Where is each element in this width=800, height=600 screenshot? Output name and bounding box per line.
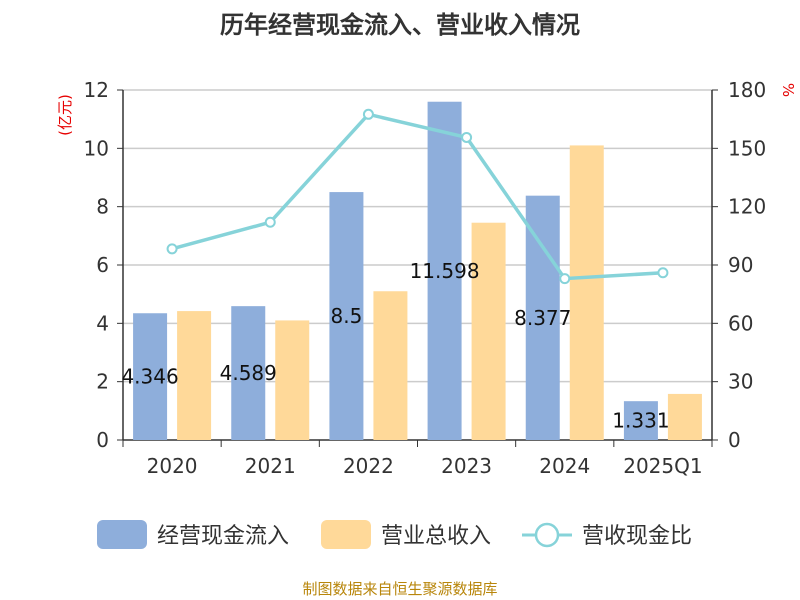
ratio-point [657,267,669,279]
legend-label: 营收现金比 [582,524,692,549]
bar-revenue [373,291,408,440]
ratio-line-path [171,112,664,281]
bar-cash-inflow [133,313,168,440]
bars [133,101,702,440]
bar-cash-inflow [231,306,266,440]
bar-revenue [471,222,506,440]
ratio-point [264,216,276,228]
y-left-axis-label: (亿元) [56,94,74,136]
y-left-tick-label: 10 [84,136,109,160]
data-labels: 4.346 4.589 8.5 11.598 8.377 1.331 [121,259,669,433]
x-tick-label: 2023 [441,454,492,478]
data-label: 4.589 [220,361,277,385]
x-tick-label: 2022 [343,454,394,478]
bar-revenue [667,393,702,440]
legend-swatch [97,520,147,549]
ratio-point [362,108,374,120]
y-left-tick-label: 2 [96,370,109,394]
y-left-tick-label: 8 [96,195,109,219]
chart-title: 历年经营现金流入、营业收入情况 [220,11,580,39]
y-left-tick-label: 4 [96,311,109,335]
y-right-tick-label: 150 [728,136,766,160]
x-tick-label: 2025Q1 [623,454,702,478]
y-right-tick-label: 180 [728,78,766,102]
x-tick-label: 2020 [147,454,198,478]
y-right-tick-label: 60 [728,311,753,335]
bar-revenue [569,145,604,440]
legend-marker [534,522,560,548]
ratio-point [461,131,473,143]
grid-lines [123,89,712,383]
y-right-tick-label: 0 [728,428,741,452]
legend-label: 营业总收入 [381,524,491,549]
x-tick-label: 2021 [245,454,296,478]
bar-revenue [177,311,212,440]
data-label: 8.5 [331,304,363,328]
legend-swatch [321,520,371,549]
data-label: 11.598 [410,259,480,283]
bar-cash-inflow [525,195,560,440]
y-right-tick-label: 30 [728,370,753,394]
source-note: 制图数据来自恒生聚源数据库 [302,580,497,598]
y-left-tick-label: 0 [96,428,109,452]
y-right-tick-label: 120 [728,195,766,219]
y-right-tick-label: 90 [728,253,753,277]
ratio-point [559,273,571,285]
bar-revenue [275,320,310,440]
y-right-axis-label: % [779,83,797,97]
y-left-tick-label: 6 [96,253,109,277]
data-label: 8.377 [514,306,571,330]
y-left-tick-label: 12 [84,78,109,102]
bar-cash-inflow [427,101,462,440]
legend: 经营现金流入 营业总收入 营收现金比 [97,520,692,549]
ratio-line [166,108,669,285]
legend-label: 经营现金流入 [157,524,289,549]
bar-cash-inflow [623,401,658,440]
ratio-point [166,243,178,255]
data-label: 4.346 [121,365,178,389]
data-label: 1.331 [612,409,669,433]
bar-cash-inflow [329,192,364,440]
x-tick-label: 2024 [539,454,590,478]
